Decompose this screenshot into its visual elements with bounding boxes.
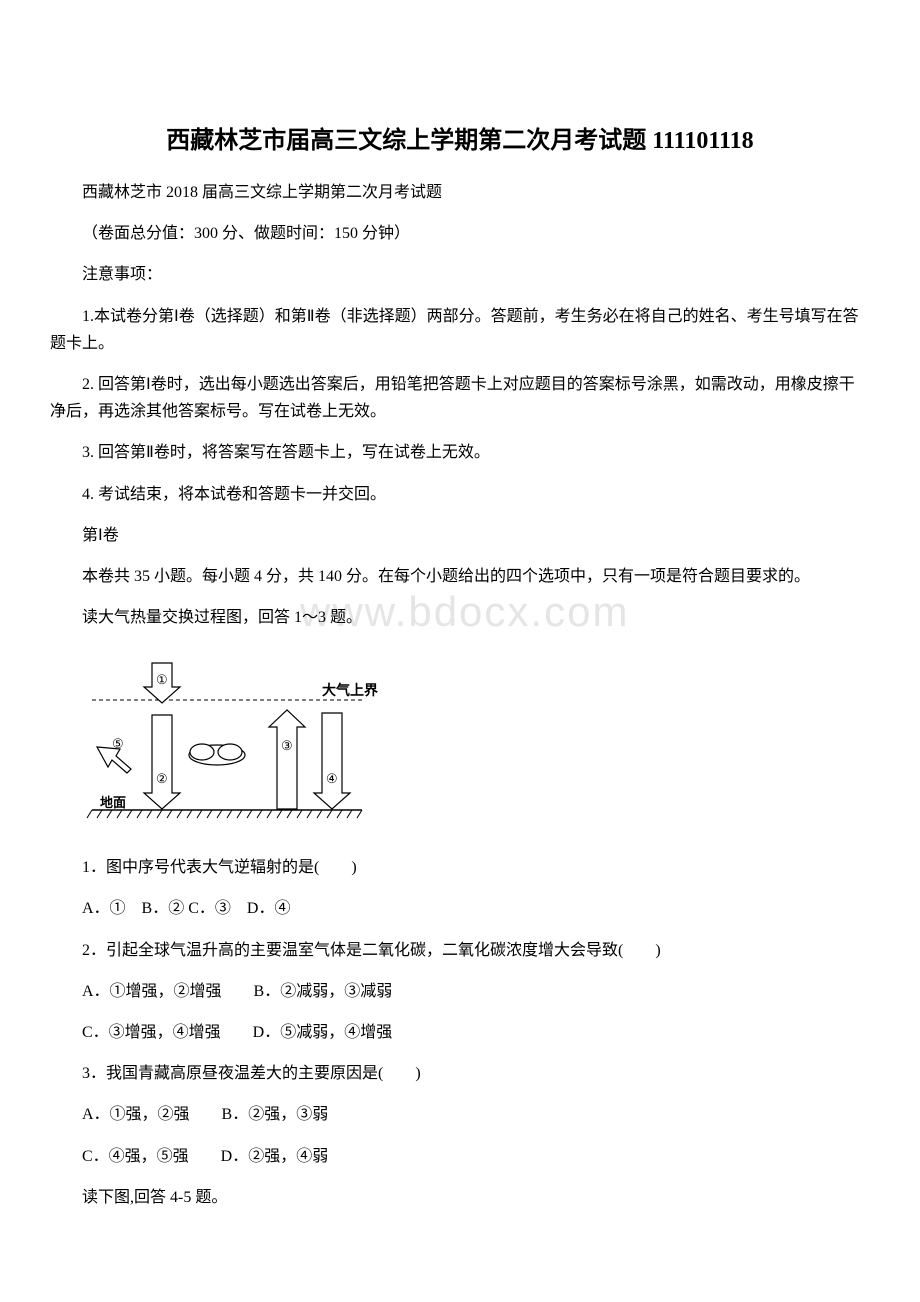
exam-info: （卷面总分值：300 分、做题时间：150 分钟） bbox=[50, 220, 870, 247]
arrow-4 bbox=[314, 713, 350, 809]
section-1: 第Ⅰ卷 bbox=[50, 522, 870, 549]
ground-label: 地面 bbox=[100, 795, 126, 810]
q1-options: A．① B．② C．③ D．④ bbox=[50, 895, 870, 922]
heat-exchange-diagram: 大气上界 bbox=[82, 655, 382, 825]
arrow-2 bbox=[144, 715, 180, 809]
q3-options-2: C．④强，⑤强 D．②强，④弱 bbox=[50, 1143, 870, 1170]
notice-4: 4. 考试结束，将本试卷和答题卡一并交回。 bbox=[50, 481, 870, 508]
notice-3: 3. 回答第Ⅱ卷时，将答案写在答题卡上，写在试卷上无效。 bbox=[50, 439, 870, 466]
cloud-part-2 bbox=[218, 744, 242, 760]
ground-hatching bbox=[87, 810, 362, 818]
label-1: ① bbox=[156, 672, 168, 687]
figure-intro: 读大气热量交换过程图，回答 1～3 题。 bbox=[50, 604, 870, 631]
q1: 1．图中序号代表大气逆辐射的是( ) bbox=[50, 854, 870, 881]
q2-options-2: C．③增强，④增强 D．⑤减弱，④增强 bbox=[50, 1019, 870, 1046]
notice-2: 2. 回答第Ⅰ卷时，选出每小题选出答案后，用铅笔把答题卡上对应题目的答案标号涂黑… bbox=[50, 371, 870, 425]
label-3: ③ bbox=[281, 738, 293, 753]
q3: 3．我国青藏高原昼夜温差大的主要原因是( ) bbox=[50, 1060, 870, 1087]
figure-2-intro: 读下图,回答 4-5 题。 bbox=[50, 1184, 870, 1211]
arrow-3 bbox=[269, 710, 305, 809]
atmosphere-label: 大气上界 bbox=[322, 682, 379, 699]
label-4: ④ bbox=[326, 771, 338, 786]
label-2: ② bbox=[156, 771, 168, 786]
document-content: 西藏林芝市届高三文综上学期第二次月考试题 111101118 西藏林芝市 201… bbox=[50, 120, 870, 1211]
label-5: ⑤ bbox=[112, 736, 124, 751]
q2: 2．引起全球气温升高的主要温室气体是二氧化碳，二氧化碳浓度增大会导致( ) bbox=[50, 937, 870, 964]
q2-options-1: A．①增强，②增强 B．②减弱，③减弱 bbox=[50, 978, 870, 1005]
notice-1: 1.本试卷分第Ⅰ卷（选择题）和第Ⅱ卷（非选择题）两部分。答题前，考生务必在将自己… bbox=[50, 303, 870, 357]
document-title: 西藏林芝市届高三文综上学期第二次月考试题 111101118 bbox=[50, 120, 870, 155]
cloud-part bbox=[190, 744, 214, 760]
q3-options-1: A．①强，②强 B．②强，③弱 bbox=[50, 1101, 870, 1128]
notice-header: 注意事项： bbox=[50, 261, 870, 288]
section-1-desc: 本卷共 35 小题。每小题 4 分，共 140 分。在每个小题给出的四个选项中，… bbox=[50, 563, 870, 590]
subtitle: 西藏林芝市 2018 届高三文综上学期第二次月考试题 bbox=[50, 179, 870, 206]
